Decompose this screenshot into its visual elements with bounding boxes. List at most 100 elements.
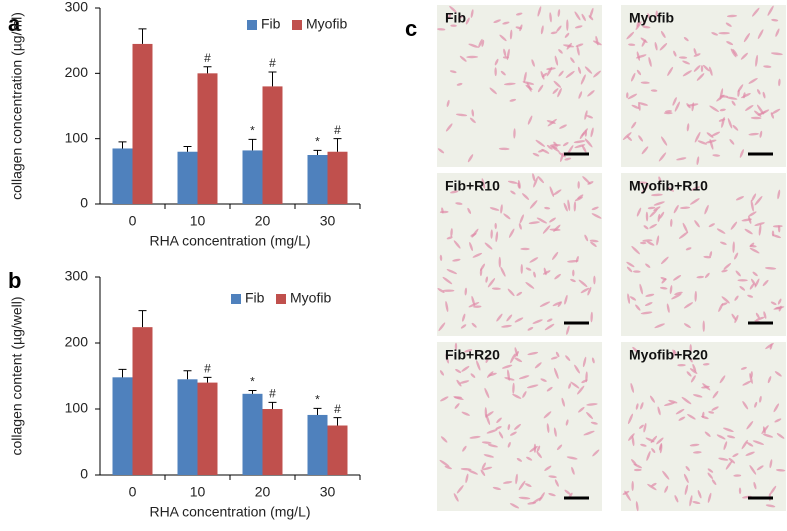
cell bbox=[632, 270, 641, 273]
cell bbox=[685, 466, 690, 472]
cell bbox=[514, 423, 521, 430]
cell bbox=[449, 70, 457, 74]
cell bbox=[626, 31, 635, 40]
bar bbox=[327, 151, 348, 204]
cell bbox=[515, 12, 523, 16]
cell bbox=[645, 263, 651, 268]
cell bbox=[514, 357, 523, 363]
cell bbox=[570, 57, 575, 64]
cell bbox=[674, 495, 679, 503]
cell bbox=[586, 403, 598, 406]
cell bbox=[762, 91, 766, 99]
cell bbox=[529, 200, 538, 209]
cell bbox=[570, 278, 576, 283]
cell bbox=[461, 365, 470, 372]
cell bbox=[709, 251, 713, 258]
cell bbox=[654, 42, 658, 51]
cell bbox=[539, 301, 551, 307]
cell bbox=[719, 108, 726, 112]
cell bbox=[658, 442, 663, 451]
cell bbox=[723, 441, 728, 450]
significance-mark: * bbox=[315, 135, 320, 149]
cell bbox=[656, 235, 660, 246]
cell bbox=[468, 43, 479, 48]
cell bbox=[647, 13, 652, 22]
bar bbox=[327, 425, 348, 475]
cell bbox=[632, 346, 639, 354]
cell bbox=[570, 381, 580, 389]
cell bbox=[537, 6, 542, 17]
cell bbox=[465, 473, 469, 484]
cell bbox=[757, 29, 764, 39]
cell bbox=[544, 206, 551, 210]
cell bbox=[663, 402, 675, 407]
cell bbox=[777, 298, 782, 305]
cell bbox=[452, 258, 461, 262]
cell bbox=[749, 242, 755, 248]
cell bbox=[481, 462, 486, 470]
cell bbox=[455, 368, 462, 374]
cell bbox=[587, 181, 594, 185]
image-label: Myofib+R20 bbox=[629, 347, 708, 363]
cell bbox=[469, 242, 473, 251]
cell bbox=[553, 224, 561, 232]
cell bbox=[745, 104, 754, 111]
cell bbox=[544, 465, 552, 471]
cell bbox=[742, 495, 752, 499]
cell bbox=[557, 9, 561, 17]
cell bbox=[677, 363, 686, 367]
cell bbox=[739, 149, 744, 158]
cell bbox=[526, 456, 533, 461]
cell bbox=[584, 234, 589, 242]
cell bbox=[709, 105, 719, 113]
cell bbox=[517, 182, 521, 189]
cell bbox=[719, 241, 727, 245]
cell bbox=[548, 475, 557, 478]
image-label: Fib+R20 bbox=[445, 347, 500, 363]
error-bar bbox=[203, 376, 212, 383]
cell bbox=[754, 195, 763, 206]
bar bbox=[177, 379, 198, 475]
cell bbox=[518, 375, 530, 380]
significance-mark: # bbox=[269, 56, 276, 70]
cell bbox=[532, 152, 540, 157]
cell bbox=[725, 96, 738, 100]
cell bbox=[582, 356, 587, 368]
cell bbox=[758, 224, 762, 236]
cell bbox=[690, 375, 696, 383]
cell bbox=[470, 373, 476, 378]
cell bbox=[755, 54, 758, 67]
cell bbox=[544, 323, 555, 331]
x-tick-label: 10 bbox=[190, 484, 206, 500]
cell bbox=[584, 138, 593, 148]
cell bbox=[494, 222, 497, 230]
cell bbox=[546, 144, 553, 150]
legend-label: Myofib bbox=[290, 290, 331, 306]
cell bbox=[748, 211, 757, 217]
cell bbox=[537, 84, 544, 93]
cell bbox=[704, 431, 711, 437]
cell bbox=[540, 71, 545, 80]
cell bbox=[716, 228, 726, 234]
cell bbox=[692, 394, 703, 398]
cell bbox=[546, 386, 553, 392]
cell bbox=[554, 479, 559, 487]
cell bbox=[706, 132, 714, 138]
cell bbox=[533, 443, 537, 453]
cell bbox=[636, 181, 648, 184]
cell bbox=[571, 466, 575, 475]
cell bbox=[647, 206, 656, 210]
cell bbox=[480, 263, 486, 271]
cell bbox=[718, 457, 729, 461]
cell bbox=[770, 301, 777, 306]
cell bbox=[520, 264, 523, 274]
cell bbox=[742, 400, 749, 410]
cell bbox=[498, 431, 504, 439]
cell bbox=[721, 269, 728, 273]
cell bbox=[651, 193, 663, 197]
cell bbox=[702, 64, 710, 72]
cell bbox=[462, 313, 466, 322]
legend-swatch bbox=[276, 294, 286, 304]
x-axis-label: RHA concentration (mg/L) bbox=[149, 233, 310, 249]
cell bbox=[446, 269, 457, 275]
